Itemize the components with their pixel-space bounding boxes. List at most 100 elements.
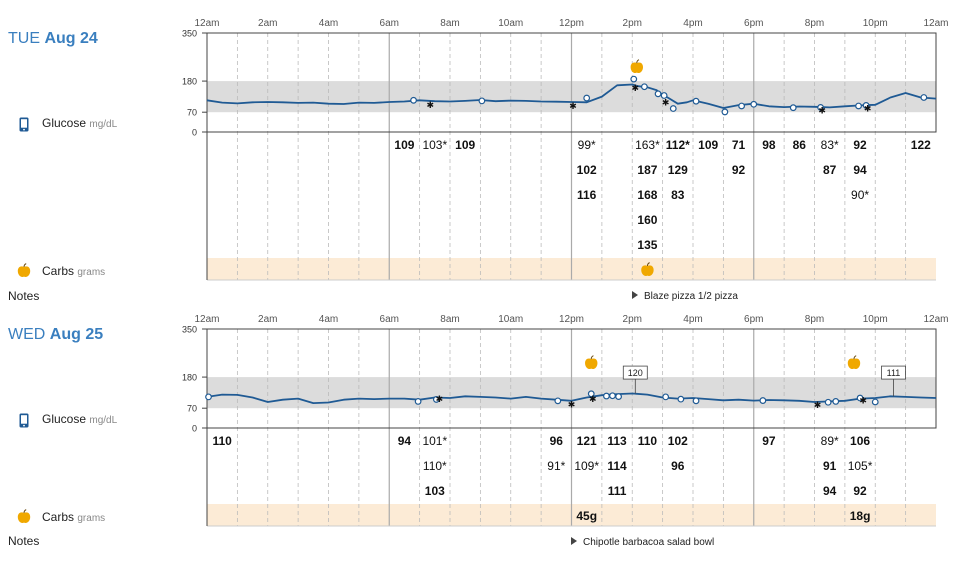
play-triangle-icon [632, 291, 638, 299]
apple-icon [585, 355, 598, 370]
apple-stem [853, 355, 857, 360]
x-tick-label: 10pm [863, 18, 888, 29]
x-tick-label: 6am [380, 18, 399, 29]
x-tick-label: 10am [498, 18, 523, 29]
glucose-table-value: 111 [608, 484, 627, 498]
meter-reading-point [750, 100, 758, 108]
manual-reading-star: ✱ [426, 100, 434, 110]
glucose-table-value: 103 [425, 484, 445, 498]
meter-reading-point [609, 392, 616, 400]
meter-reading-point [856, 394, 864, 402]
glucose-table-value: 86 [793, 138, 807, 152]
x-tick-label: 2pm [623, 18, 642, 29]
plot-frame [206, 328, 937, 429]
glucose-table-value: 135 [637, 238, 657, 252]
meter-reading-point [824, 398, 832, 406]
day-name: WED [8, 326, 46, 343]
glucose-table-value: 92 [853, 484, 867, 498]
day-date: Aug 24 [44, 30, 98, 47]
x-tick-label: 10pm [863, 314, 888, 325]
glucose-table-value: 91* [547, 459, 565, 473]
day-panel-aug-25: WED Aug 25 Glucose mg/dL Carbs grams Not… [0, 296, 958, 582]
meter-reading-point [862, 102, 870, 109]
glucose-table-value: 89* [821, 434, 839, 448]
glucose-table-value: 109 [455, 138, 475, 152]
meter-reading-point [478, 97, 486, 105]
y-tick-label: 350 [182, 29, 197, 39]
manual-reading-star: ✱ [568, 399, 576, 409]
x-tick-label: 12pm [559, 18, 584, 29]
glucose-table-value: 92 [853, 138, 867, 152]
meter-reading-point [554, 397, 562, 405]
glucose-table-value: 168 [637, 188, 657, 202]
meter-reading-point [855, 102, 862, 110]
y-tick-label: 0 [192, 424, 197, 434]
glucose-table-value: 98 [762, 138, 776, 152]
meter-reading-point [832, 398, 840, 405]
carbs-unit: grams [77, 513, 106, 524]
y-tick-label: 70 [187, 404, 197, 414]
glucose-table-value: 187 [637, 163, 657, 177]
glucose-table-value: 106 [850, 434, 870, 448]
apple-body [641, 265, 654, 276]
day-heading: TUE Aug 24 [8, 30, 98, 48]
carbs-value: 45g [576, 509, 597, 523]
x-tick-label: 6pm [744, 314, 763, 325]
manual-reading-star: ✱ [864, 104, 872, 114]
x-tick-label: 6am [380, 314, 399, 325]
glucose-table-value: 105* [848, 459, 873, 473]
day-heading: WED Aug 25 [8, 326, 103, 344]
glucose-table-value: 160 [637, 213, 657, 227]
apple-icon [641, 262, 654, 276]
meter-reading-point [660, 92, 668, 99]
x-tick-label: 8am [440, 314, 459, 325]
meter-reading-point [817, 103, 824, 111]
x-tick-label: 4pm [683, 18, 702, 29]
x-tick-label: 12am [194, 18, 219, 29]
carbs-row-label: Carbs grams [42, 510, 105, 524]
glucose-row-label: Glucose mg/dL [42, 412, 117, 426]
apple-icon [17, 263, 31, 283]
phone-icon [19, 413, 29, 433]
glucose-table-value: 109 [394, 138, 414, 152]
x-tick-label: 8am [440, 18, 459, 29]
glucose-table-value: 103* [422, 138, 447, 152]
glucose-table-value: 110 [638, 434, 658, 448]
y-tick-label: 180 [182, 373, 197, 383]
y-tick-label: 180 [182, 77, 197, 87]
day-name: TUE [8, 30, 40, 47]
meal-note[interactable]: Chipotle barbacoa salad bowl [571, 537, 714, 548]
meter-reading-point [630, 75, 638, 83]
glucose-table-value: 94 [823, 484, 837, 498]
y-tick-label: 0 [192, 128, 197, 138]
meter-reading-point [662, 393, 670, 401]
x-tick-label: 12am [923, 18, 948, 29]
glucose-chart-aug-25: 12am 2am 4am 6am 8am 10am 12pm 2pm 4pm 6pm 8pm 10pm… [182, 314, 949, 527]
meal-note-text: Blaze pizza 1/2 pizza [644, 291, 738, 302]
meter-reading-point [759, 397, 767, 404]
glucose-label: Glucose [42, 116, 87, 130]
glucose-table-value: 109* [574, 459, 599, 473]
apple-stem [646, 262, 650, 267]
meal-note[interactable]: Blaze pizza 1/2 pizza [632, 291, 738, 302]
x-tick-label: 12am [923, 314, 948, 325]
meter-reading-point [920, 94, 928, 101]
callout-box [881, 365, 906, 380]
manual-reading-star: ✱ [814, 400, 822, 410]
manual-reading-star: ✱ [436, 394, 444, 404]
y-tick-label: 70 [187, 108, 197, 118]
glucose-series-line [206, 392, 937, 404]
glucose-series-line [206, 83, 937, 109]
meter-reading-point [432, 396, 440, 403]
callout-box [622, 365, 648, 380]
meal-note-text: Chipotle barbacoa salad bowl [583, 537, 715, 548]
day-panel-aug-24: TUE Aug 24 Glucose mg/dL Carbs grams Not… [0, 0, 958, 303]
meter-reading-point [677, 395, 685, 403]
y-tick-label: 350 [182, 325, 197, 335]
glucose-row-label: Glucose mg/dL [42, 116, 117, 130]
x-tick-label: 4am [319, 18, 338, 29]
glucose-table-value: 121 [577, 434, 597, 448]
notes-label: Notes [8, 534, 40, 548]
manual-reading-star: ✱ [818, 106, 826, 116]
manual-reading-star: ✱ [859, 395, 867, 405]
